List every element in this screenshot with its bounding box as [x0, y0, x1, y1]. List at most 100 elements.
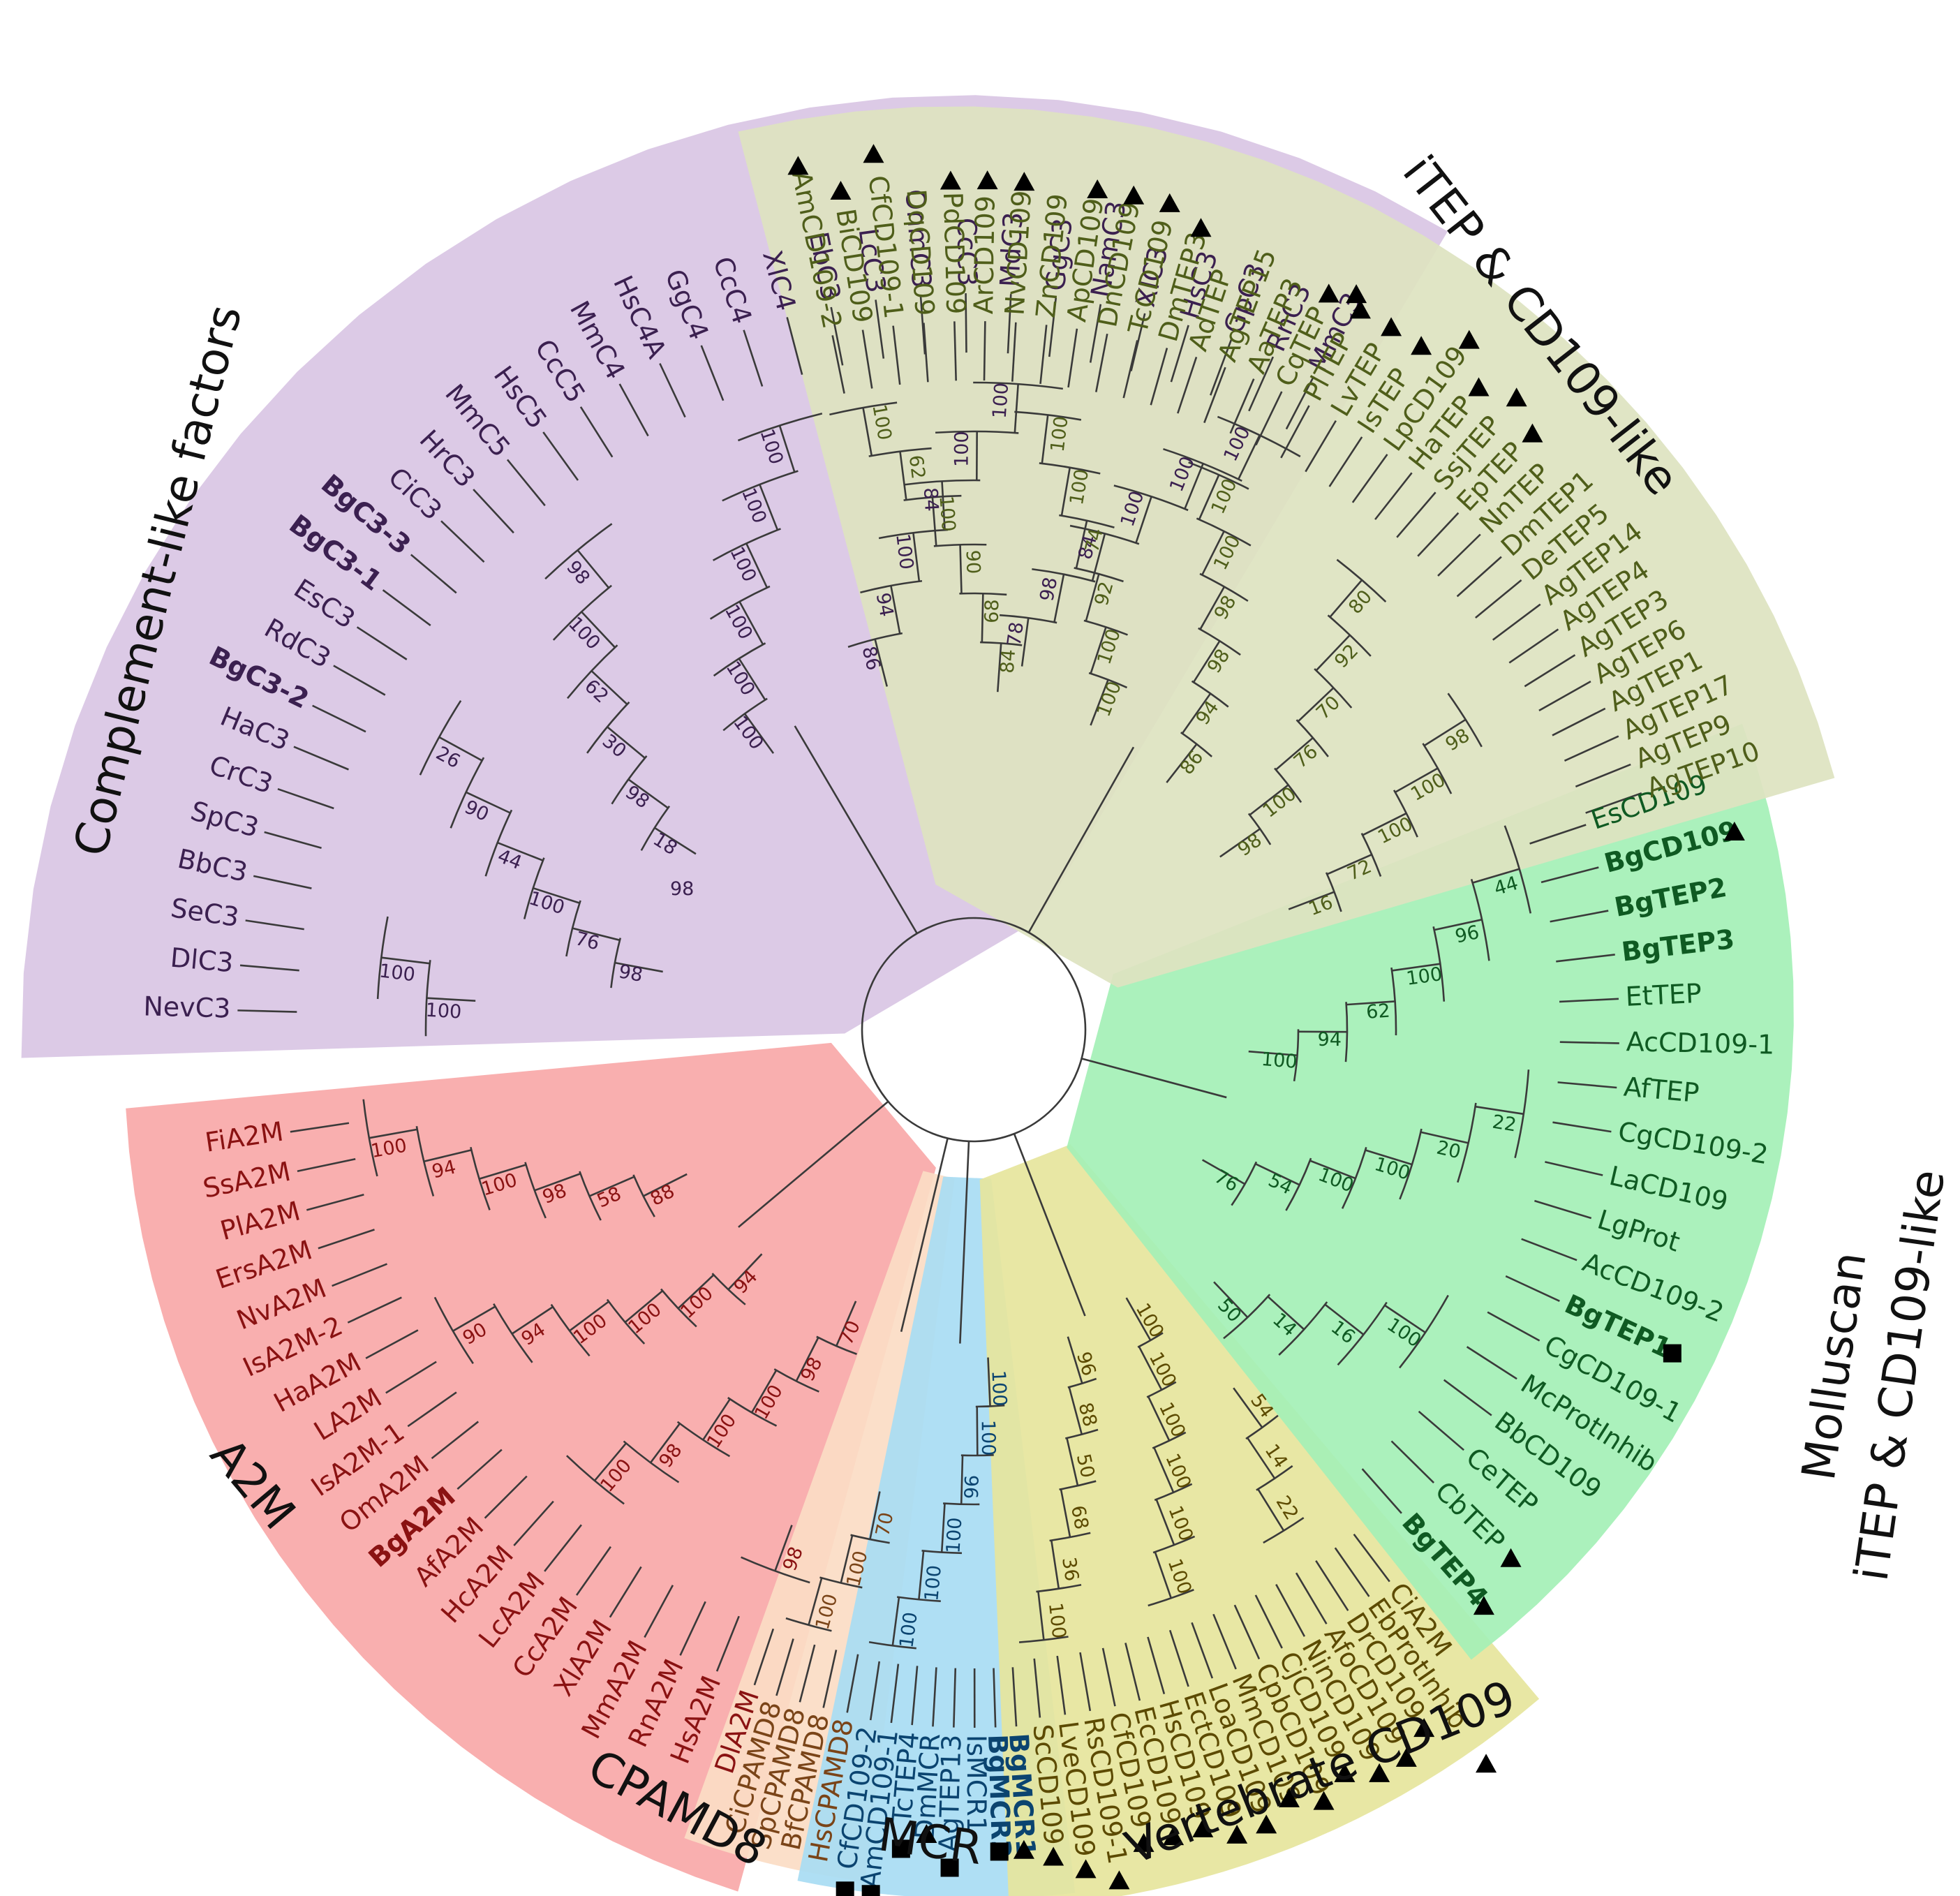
internal-node [1049, 1532, 1091, 1542]
internal-branch [745, 542, 769, 588]
internal-branch [1362, 812, 1407, 836]
triangle-marker-icon [1522, 423, 1543, 443]
internal-node [1360, 833, 1382, 877]
clade-stem [1081, 1058, 1227, 1099]
terminal-branch [993, 1668, 997, 1728]
sector-itep [738, 106, 1835, 988]
terminal-branch [1390, 1440, 1435, 1483]
terminal-branch [861, 329, 873, 389]
internal-node [1337, 1301, 1388, 1366]
internal-branch [511, 1306, 554, 1335]
terminal-branch [923, 323, 929, 383]
internal-branch [1090, 679, 1109, 726]
internal-branch [795, 1337, 819, 1382]
internal-node [660, 1288, 697, 1328]
terminal-branch [1351, 454, 1388, 503]
leaf-label: BgMCR2 [982, 1734, 1017, 1859]
bootstrap-value: 100 [1261, 1049, 1298, 1073]
square-marker-icon [940, 1858, 959, 1877]
clade-sectors [21, 95, 1835, 1896]
sector-vertebrate [979, 1144, 1540, 1896]
terminal-branch [1456, 556, 1502, 598]
terminal-branch [1575, 763, 1631, 788]
internal-branch [1248, 1050, 1298, 1057]
internal-branch [918, 1550, 925, 1600]
triangle-marker-icon [1190, 218, 1212, 237]
terminal-branch [892, 325, 901, 385]
internal-branch [1365, 1149, 1413, 1166]
terminal-branch [822, 1650, 838, 1708]
leaf-label: CcC3 [951, 218, 983, 287]
internal-node [1152, 1535, 1196, 1554]
terminal-branch [1305, 420, 1337, 473]
square-marker-icon [1663, 1344, 1681, 1363]
triangle-marker-icon [1473, 1596, 1494, 1615]
terminal-branch [1529, 824, 1587, 845]
internal-node [1245, 1414, 1279, 1440]
terminal-branch [1101, 1647, 1116, 1707]
internal-branch [891, 1597, 900, 1646]
bootstrap-value: 84 [997, 649, 1020, 674]
internal-node [773, 1368, 819, 1393]
bootstrap-value: 100 [921, 1564, 946, 1602]
triangle-marker-icon [1346, 284, 1367, 304]
leaf-label: NvCD109 [999, 189, 1037, 316]
internal-branch [649, 1423, 681, 1464]
terminal-branch [1056, 1655, 1067, 1715]
leaf-label: AfTEP [1622, 1071, 1700, 1109]
triangle-marker-icon [916, 1824, 937, 1844]
internal-branch [1288, 891, 1335, 910]
square-marker-icon [990, 1842, 1009, 1861]
terminal-branch [264, 831, 322, 850]
internal-branch [1267, 1296, 1305, 1331]
internal-branch [774, 1525, 793, 1571]
terminal-branch [890, 1664, 900, 1724]
bootstrap-value: 100 [935, 495, 959, 533]
terminal-branch [786, 317, 803, 376]
terminal-branch [1557, 1081, 1617, 1089]
terminal-branch [1556, 954, 1615, 963]
terminal-branch [1418, 1410, 1464, 1451]
internal-node [1059, 1480, 1097, 1490]
internal-branch [981, 593, 984, 643]
terminal-branch [1007, 294, 1012, 354]
terminal-branch [1255, 391, 1283, 446]
bootstrap-value: 100 [987, 1370, 1010, 1407]
bootstrap-value: 70 [872, 1511, 898, 1539]
terminal-branch [297, 1158, 356, 1172]
internal-node [640, 805, 671, 851]
triangle-marker-icon [1043, 1846, 1064, 1866]
leaf-label: AcCD109-1 [1626, 1026, 1774, 1060]
terminal-branch [1417, 512, 1460, 557]
terminal-branch [1033, 1658, 1041, 1718]
internal-branch [423, 1149, 472, 1162]
internal-branch [677, 1274, 715, 1310]
internal-branch [1201, 531, 1225, 576]
terminal-branch [365, 1329, 419, 1359]
triangle-marker-icon [1123, 185, 1145, 205]
internal-branch [581, 611, 616, 649]
terminal-branch [1203, 366, 1226, 424]
terminal-branch [1210, 339, 1233, 396]
terminal-branch [679, 1601, 706, 1656]
internal-branch [533, 887, 580, 904]
internal-node [1263, 1517, 1305, 1544]
internal-branch [1309, 1160, 1356, 1180]
internal-branch [836, 1301, 857, 1347]
internal-branch [941, 481, 946, 531]
bootstrap-value: 22 [1491, 1111, 1518, 1136]
bootstrap-value: 100 [951, 431, 973, 467]
internal-branch [369, 1128, 417, 1139]
terminal-branch [333, 665, 386, 696]
terminal-branch [618, 383, 649, 437]
internal-branch [996, 643, 1002, 693]
terminal-branch [869, 1661, 881, 1721]
internal-branch [1037, 1591, 1045, 1641]
clade-stem [900, 1138, 949, 1333]
internal-node [722, 697, 768, 732]
bootstrap-value: 78 [1004, 621, 1028, 647]
triangle-marker-icon [977, 170, 998, 190]
terminal-branch [332, 1263, 387, 1287]
terminal-branch [575, 1546, 611, 1596]
terminal-branch [1275, 1583, 1306, 1637]
